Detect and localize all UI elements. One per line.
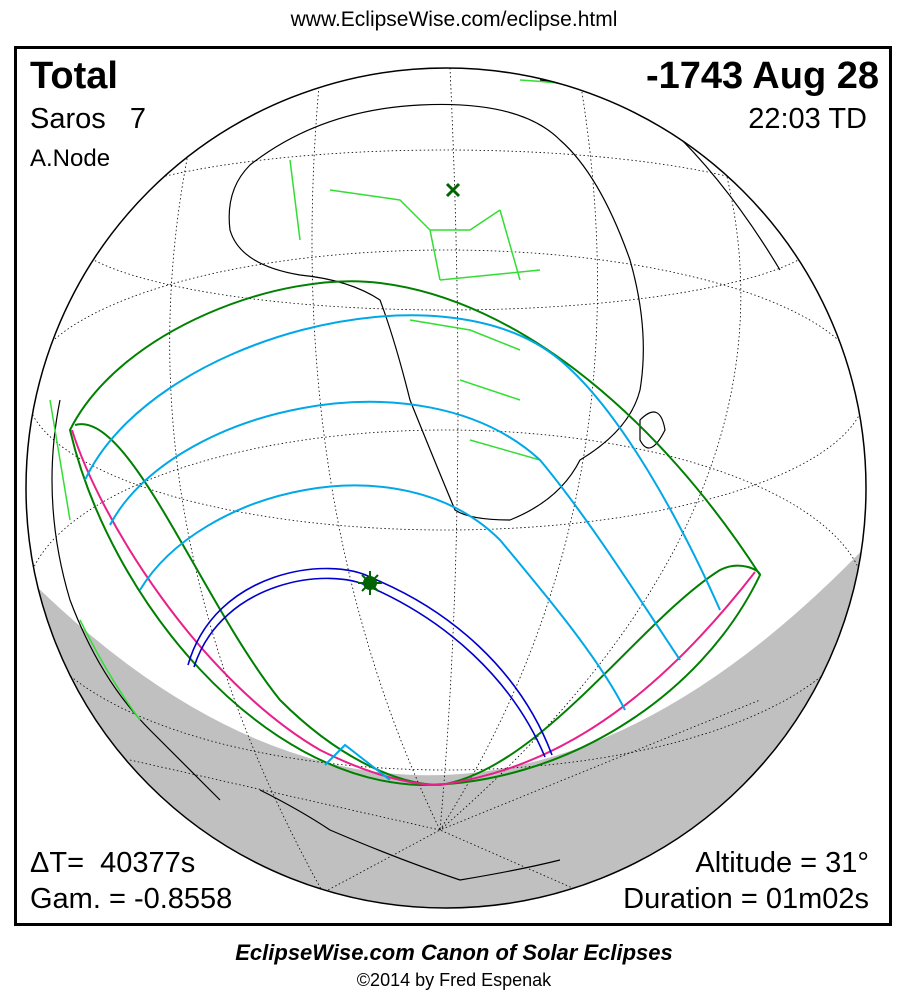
globe-map: [25, 67, 867, 909]
footer-title: EclipseWise.com Canon of Solar Eclipses: [235, 940, 673, 965]
saros-number: Saros 7: [30, 103, 147, 135]
node: A.Node: [30, 145, 111, 172]
footer-copyright: ©2014 by Fred Espenak: [356, 970, 552, 990]
url-header: www.EclipseWise.com/eclipse.html: [290, 8, 618, 31]
duration: Duration = 01m02s: [623, 883, 869, 915]
eclipse-date: -1743 Aug 28: [645, 55, 879, 97]
eclipse-time: 22:03 TD: [748, 103, 867, 135]
eclipse-map-frame: Total -1743 Aug 28 Saros 7 22:03 TD A.No…: [14, 46, 892, 926]
delta-t: ΔT= 40377s: [30, 847, 196, 879]
subsolar-x-icon: [445, 182, 461, 198]
altitude: Altitude = 31°: [695, 847, 869, 879]
greatest-eclipse-star-icon: [358, 571, 382, 595]
eclipse-type: Total: [30, 55, 118, 97]
rise-set-curve: [71, 429, 756, 787]
penumbra-limit-outer: [68, 280, 762, 787]
magnitude-lines: [84, 314, 721, 781]
gamma: Gam. = -0.8558: [30, 883, 233, 915]
